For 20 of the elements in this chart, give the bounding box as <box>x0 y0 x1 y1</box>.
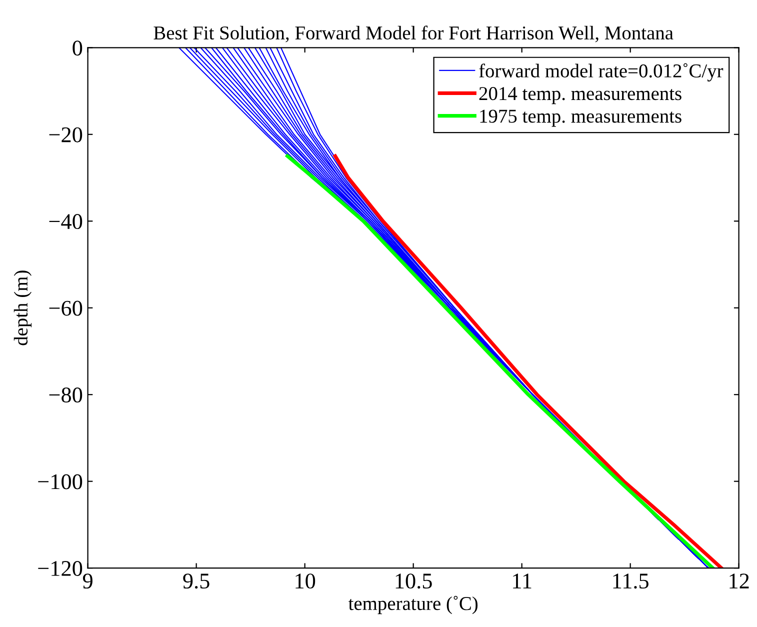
y-tick-label: −20 <box>49 127 82 142</box>
y-tick-label: −40 <box>49 214 82 230</box>
legend-label: 2014 temp. measurements <box>479 87 682 104</box>
x-axis-title: temperature (˚C) <box>348 596 478 614</box>
x-tick-label: 11.5 <box>613 574 648 589</box>
legend-label: 1975 temp. measurements <box>480 110 682 127</box>
chart-title: Best Fit Solution, Forward Model for Fort Harrison Well, Montana <box>154 26 674 42</box>
legend-label: forward model rate=0.012˚C/yr <box>479 63 724 82</box>
y-axis-title: depth (m) <box>14 270 32 346</box>
x-tick-label: 10.5 <box>396 574 432 589</box>
x-tick-label: 12 <box>730 574 749 588</box>
y-tick-label: 0 <box>72 40 82 56</box>
x-tick-label: 9 <box>82 574 92 589</box>
y-tick-label: −100 <box>38 474 82 490</box>
y-tick-label: −80 <box>49 388 82 403</box>
x-tick-label: 10 <box>296 574 316 589</box>
y-tick-label: −60 <box>49 300 82 316</box>
x-tick-label: 9.5 <box>183 574 210 589</box>
x-tick-label: 11 <box>513 574 532 588</box>
y-tick-label: −120 <box>38 560 82 576</box>
